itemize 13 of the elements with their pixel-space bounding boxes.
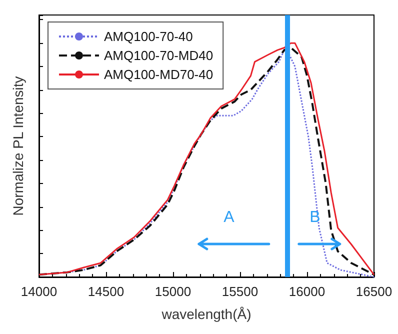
annotation: A <box>224 209 235 226</box>
legend-label: AMQ100-70-MD40 <box>104 48 214 63</box>
y-axis-title: Normalize PL Intensity <box>10 76 26 216</box>
x-tick-label: 14000 <box>20 284 58 299</box>
x-tick-label: 16500 <box>356 284 392 299</box>
annotation: B <box>310 209 320 226</box>
x-tick-label: 15000 <box>154 284 192 299</box>
legend-label: AMQ100-MD70-40 <box>104 67 214 82</box>
x-axis-title: wavelength(Å) <box>160 306 252 322</box>
x-tick-label: 14500 <box>88 284 124 299</box>
legend-label: AMQ100-70-40 <box>104 29 193 44</box>
x-tick-label: 16000 <box>288 284 326 299</box>
x-tick-label: 15500 <box>222 284 258 299</box>
